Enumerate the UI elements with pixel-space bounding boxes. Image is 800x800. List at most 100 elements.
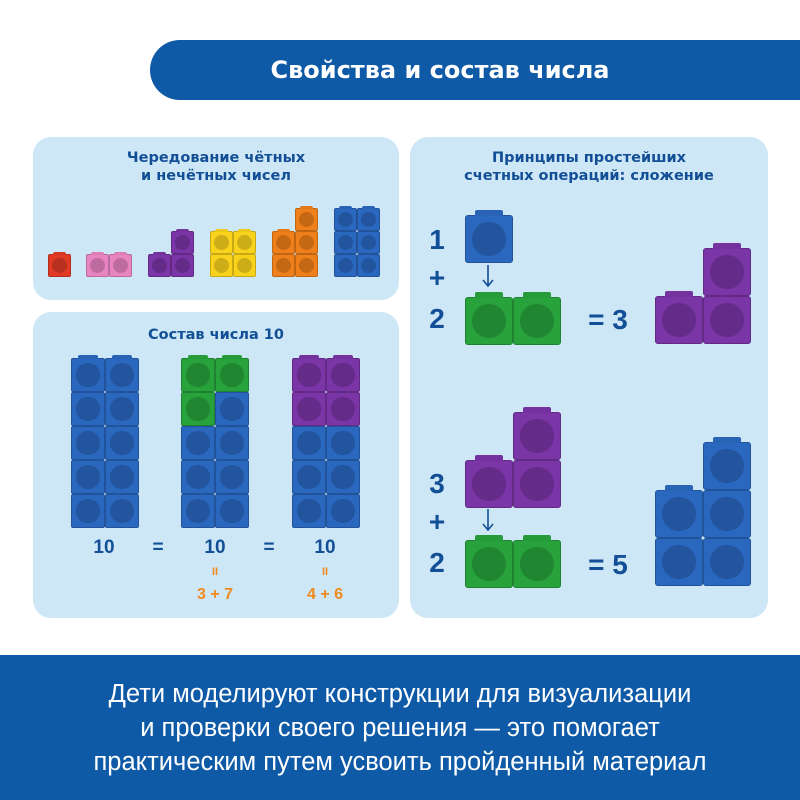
add2-a-cube-2 [465, 455, 513, 508]
alt-5-cube-5 [295, 254, 318, 277]
addition-title: Принципы простейших счетных операций: сл… [410, 149, 768, 185]
tower-4-6-cube-1 [292, 354, 326, 392]
alt-4-cube-4 [233, 254, 256, 277]
alt-5-cube-2 [272, 229, 295, 254]
tower-4-6-cube-7 [292, 460, 326, 494]
tower-4-6-cube-9 [292, 494, 326, 528]
addition2-plus: + [428, 506, 446, 537]
composition-equals-1: = [152, 537, 164, 558]
footer-line-3: практическим путем усвоить пройденный ма… [93, 747, 707, 776]
alt-5-cube-1 [295, 206, 318, 231]
tower-10-cube-5 [71, 426, 105, 460]
composition-number-3: 10 [314, 537, 336, 558]
addition1-operand-b: 2 [429, 303, 445, 334]
addition2-operand-a: 3 [429, 468, 445, 499]
alt-5-cube-4 [272, 254, 295, 277]
alt-3-cube-1 [171, 229, 194, 254]
addition-title-line2: счетных операций: сложение [464, 168, 714, 184]
add2-a-cube-1 [513, 407, 561, 460]
tower-10-cube-4 [105, 392, 139, 426]
composition-title: Состав числа 10 [148, 327, 284, 343]
tower-4-6-cube-5 [292, 426, 326, 460]
composition-number-1: 10 [93, 537, 115, 558]
breakdown-4-6: 4 + 6 [306, 586, 344, 603]
tower-10-cube-8 [105, 460, 139, 494]
add2-a-cube-3 [513, 460, 561, 508]
add1-sum-cube-3 [703, 296, 751, 344]
add2-sum-cube-4 [655, 538, 703, 586]
addition1-operand-a: 1 [429, 224, 445, 255]
alt-1-cube-1 [48, 252, 71, 277]
addition1-plus: + [428, 262, 446, 293]
tower-4-6-cube-4 [326, 392, 360, 426]
tower-10-cube-7 [71, 460, 105, 494]
alt-6-cube-4 [357, 231, 380, 254]
alt-6-cube-3 [334, 231, 357, 254]
addition-title-line1: Принципы простейших [491, 150, 687, 166]
title-banner: Свойства и состав числа [150, 40, 800, 100]
tower-3-7-cube-4 [215, 392, 249, 426]
addition2-result: = 5 [588, 549, 628, 580]
composition-number-2: 10 [204, 537, 226, 558]
add2-sum-cube-2 [655, 485, 703, 538]
tower-4-6-cube-2 [326, 354, 360, 392]
add1-b-cube-2 [513, 292, 561, 345]
addition1-arrow-icon [482, 265, 494, 288]
tower-4-6-cube-10 [326, 494, 360, 528]
tower-10-cube-2 [105, 354, 139, 392]
alternation-title-line2: и нечётных чисел [141, 168, 291, 184]
add2-b-cube-2 [513, 535, 561, 588]
tower-4-6-cube-8 [326, 460, 360, 494]
alt-6-cube-5 [334, 254, 357, 277]
tower-3-7-cube-10 [215, 494, 249, 528]
tower-10-cube-6 [105, 426, 139, 460]
footer-text: Дети моделируют конструкции для визуализ… [94, 677, 707, 779]
add2-sum-cube-5 [703, 538, 751, 586]
footer-line-1: Дети моделируют конструкции для визуализ… [108, 679, 692, 708]
tower-10-cube-1 [71, 354, 105, 392]
addition2-arrow-icon [482, 509, 494, 532]
tower-3-7-cube-2 [215, 354, 249, 392]
tower-10-cube-3 [71, 392, 105, 426]
tower-3-7-cube-3 [181, 392, 215, 426]
tower-3-7-cube-6 [215, 426, 249, 460]
alt-6-cube-1 [334, 206, 357, 231]
tower-3-7-cube-8 [215, 460, 249, 494]
add2-sum-cube-1 [703, 437, 751, 490]
add1-b-cube-1 [465, 292, 513, 345]
alt-3-cube-2 [148, 252, 171, 277]
addition2-operand-b: 2 [429, 547, 445, 578]
tower-3-7-cube-1 [181, 354, 215, 392]
alt-4-cube-2 [233, 229, 256, 254]
tower-10-cube-9 [71, 494, 105, 528]
alternation-title-line1: Чередование чётных [126, 150, 306, 166]
page-title: Свойства и состав числа [270, 56, 610, 84]
breakdown-equal-sign-1: II [211, 566, 219, 578]
alt-6-cube-2 [357, 206, 380, 231]
alt-3-cube-3 [171, 254, 194, 277]
tower-10-cube-10 [105, 494, 139, 528]
composition-equals-2: = [263, 537, 275, 558]
add1-sum-cube-2 [655, 291, 703, 344]
alt-6-cube-6 [357, 254, 380, 277]
alt-4-cube-1 [210, 229, 233, 254]
alternation-title: Чередование чётных и нечётных чисел [33, 149, 399, 185]
breakdown-3-7: 3 + 7 [196, 586, 234, 603]
add1-a-cube-1 [465, 210, 513, 263]
alt-2-cube-2 [109, 252, 132, 277]
tower-4-6-cube-3 [292, 392, 326, 426]
footer-banner: Дети моделируют конструкции для визуализ… [0, 655, 800, 800]
add1-sum-cube-1 [703, 243, 751, 296]
addition1-result: = 3 [588, 304, 628, 335]
tower-3-7-cube-9 [181, 494, 215, 528]
tower-3-7-cube-7 [181, 460, 215, 494]
alt-5-cube-3 [295, 231, 318, 254]
alt-2-cube-1 [86, 252, 109, 277]
tower-3-7-cube-5 [181, 426, 215, 460]
footer-line-2: и проверки своего решения — это помогает [140, 713, 660, 742]
alt-4-cube-3 [210, 254, 233, 277]
tower-4-6-cube-6 [326, 426, 360, 460]
breakdown-equal-sign-2: II [321, 566, 329, 578]
add2-sum-cube-3 [703, 490, 751, 538]
